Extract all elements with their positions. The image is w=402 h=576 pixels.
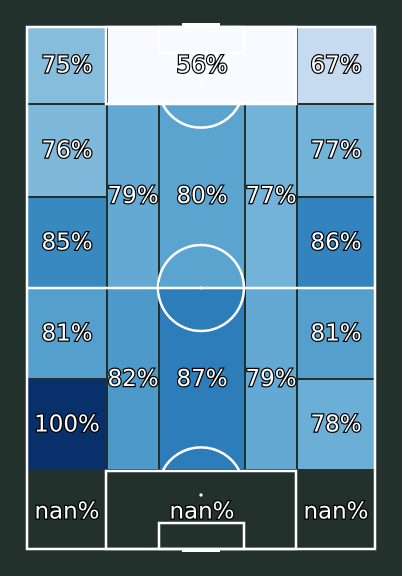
centre-spot [199,286,203,290]
top-goal [182,23,220,27]
pitch-markings [25,23,377,552]
zone-label-row3-left: 85% [41,230,92,256]
bottom-penalty-spot [199,493,203,497]
zone-cell-row5-right [296,378,376,471]
zone-label-row4-left: 81% [41,321,92,347]
zone-label-row3-right: 86% [310,230,361,256]
zone-label-upper-half-center: 80% [176,183,227,209]
zone-label-bottom-left: nan% [34,499,99,525]
zone-cell-lower-half-space-right [244,287,298,471]
zone-label-upper-half-space-left: 79% [107,183,158,209]
zone-label-upper-half-space-right: 77% [245,183,296,209]
zone-label-top-center: 56% [176,53,227,79]
zone-label-row5-left: 100% [34,412,100,438]
bottom-goal [182,548,220,552]
top-penalty-spot [199,82,203,86]
zone-cell-top-left [26,26,108,105]
zone-label-lower-half-center: 87% [176,366,227,392]
zone-label-row4-right: 81% [310,321,361,347]
zone-label-top-left: 75% [41,53,92,79]
zone-cell-top-right [296,26,376,105]
zone-label-row5-right: 78% [310,412,361,438]
zone-label-row2-right: 77% [310,138,361,164]
zone-label-bottom-center: nan% [169,499,234,525]
zone-cell-row3-right [296,196,376,289]
zone-label-bottom-right: nan% [303,499,368,525]
zone-label-top-right: 67% [310,53,361,79]
zone-label-lower-half-space-left: 82% [107,366,158,392]
zone-labels: 75% 56% 67% 76% 77% 79% 80% 77% 85% 86% 81% 81% 82% 8… [33,51,370,525]
top-penalty-arc [161,103,241,129]
zone-cell-upper-half-space-right [244,103,298,289]
centre-circle [156,243,246,333]
zone-label-row2-left: 76% [41,138,92,164]
zone-label-lower-half-space-right: 79% [245,366,296,392]
bottom-penalty-arc [161,446,241,472]
zone-cell-row4-right [296,287,376,380]
zone-cell-bottom-left [26,469,108,550]
zone-cells [26,26,376,550]
